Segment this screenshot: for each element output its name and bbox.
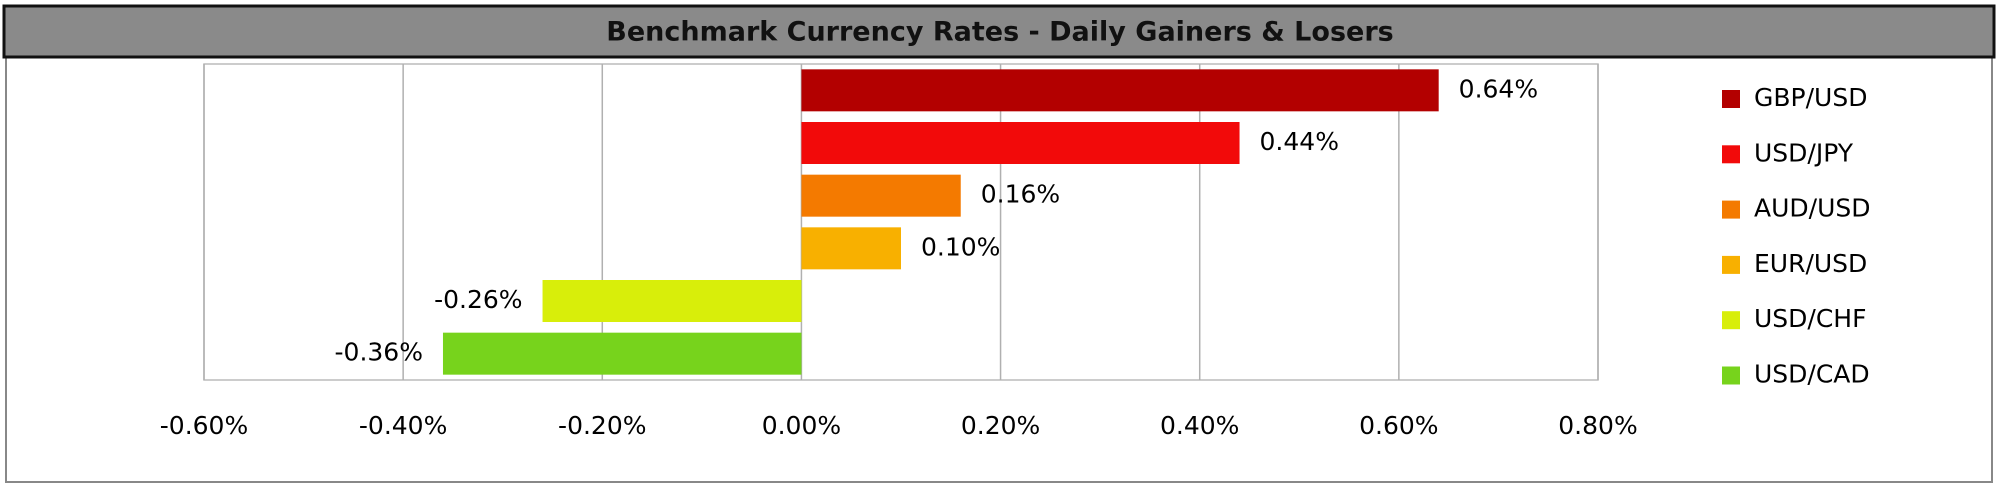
x-tick-label: -0.20% (558, 411, 646, 440)
x-tick-label: 0.60% (1359, 411, 1438, 440)
legend-label: EUR/USD (1754, 249, 1867, 278)
bar (801, 69, 1439, 112)
bar (542, 280, 802, 322)
bar (442, 332, 802, 375)
bar (801, 227, 901, 270)
legend-swatch (1722, 90, 1740, 108)
data-label: 0.64% (1459, 74, 1538, 103)
data-label: 0.16% (981, 180, 1060, 209)
x-tick-label: 0.80% (1558, 411, 1637, 440)
title-bar (2, 4, 1996, 59)
legend-label: USD/CAD (1754, 360, 1870, 389)
legend-label: USD/CHF (1754, 304, 1866, 333)
x-tick-label: 0.00% (762, 411, 841, 440)
bar (801, 174, 961, 217)
legend-swatch (1722, 366, 1740, 385)
legend-swatch (1722, 311, 1740, 330)
legend-label: USD/JPY (1754, 138, 1854, 167)
legend-swatch (1722, 145, 1740, 164)
data-label: -0.26% (434, 285, 522, 314)
chart-title: Benchmark Currency Rates - Daily Gainers… (606, 17, 1393, 48)
legend-label: AUD/USD (1754, 194, 1871, 223)
legend-label: GBP/USD (1754, 83, 1867, 112)
legend-swatch (1722, 200, 1740, 219)
x-tick-label: -0.40% (359, 411, 447, 440)
x-tick-label: 0.20% (961, 411, 1040, 440)
data-label: 0.10% (921, 232, 1000, 261)
bar (801, 122, 1240, 164)
x-tick-label: 0.40% (1160, 411, 1239, 440)
legend-swatch (1722, 255, 1740, 274)
data-label: 0.44% (1260, 127, 1339, 156)
data-label: -0.36% (335, 338, 423, 367)
x-tick-label: -0.60% (160, 411, 248, 440)
